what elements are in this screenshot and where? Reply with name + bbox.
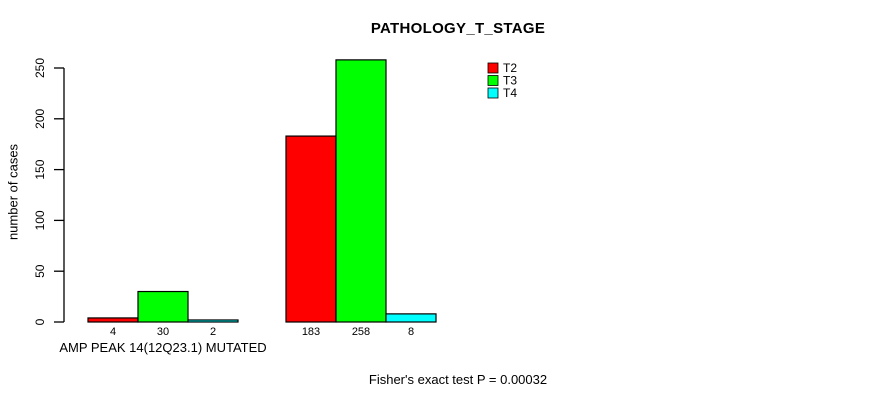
x-axis-label: AMP PEAK 14(12Q23.1) MUTATED — [59, 340, 267, 355]
y-tick-label: 100 — [33, 210, 47, 230]
bar-value-label: 258 — [352, 326, 370, 338]
chart-title: PATHOLOGY_T_STAGE — [370, 20, 546, 37]
y-axis-label: number of cases — [5, 143, 21, 241]
y-tick-label: 50 — [33, 264, 47, 278]
footer-note: Fisher's exact test P = 0.00032 — [368, 372, 548, 387]
bar-value-label: 8 — [408, 326, 414, 338]
bar-t3-group2 — [335, 59, 387, 323]
legend-swatch-t3 — [487, 75, 499, 86]
y-tick-label: 250 — [33, 58, 47, 78]
legend-label-t2: T2 — [503, 61, 517, 75]
bar-t2-group1 — [87, 317, 139, 323]
bar-t4-group1 — [187, 319, 239, 323]
legend-swatch-t2 — [487, 62, 499, 74]
y-tick-label: 200 — [33, 108, 47, 128]
bar-t2-group2 — [285, 135, 337, 323]
y-tick-label: 0 — [33, 318, 47, 325]
legend-label-t4: T4 — [503, 86, 517, 100]
bar-value-label: 30 — [157, 326, 169, 338]
bar-t3-group1 — [137, 290, 189, 323]
bar-value-label: 2 — [210, 326, 216, 338]
bar-value-label: 183 — [302, 326, 320, 338]
legend-label-t3: T3 — [503, 74, 517, 88]
legend-swatch-t4 — [487, 87, 499, 99]
bar-t4-group2 — [385, 313, 437, 323]
bar-value-label: 4 — [110, 326, 116, 338]
y-tick-label: 150 — [33, 159, 47, 179]
